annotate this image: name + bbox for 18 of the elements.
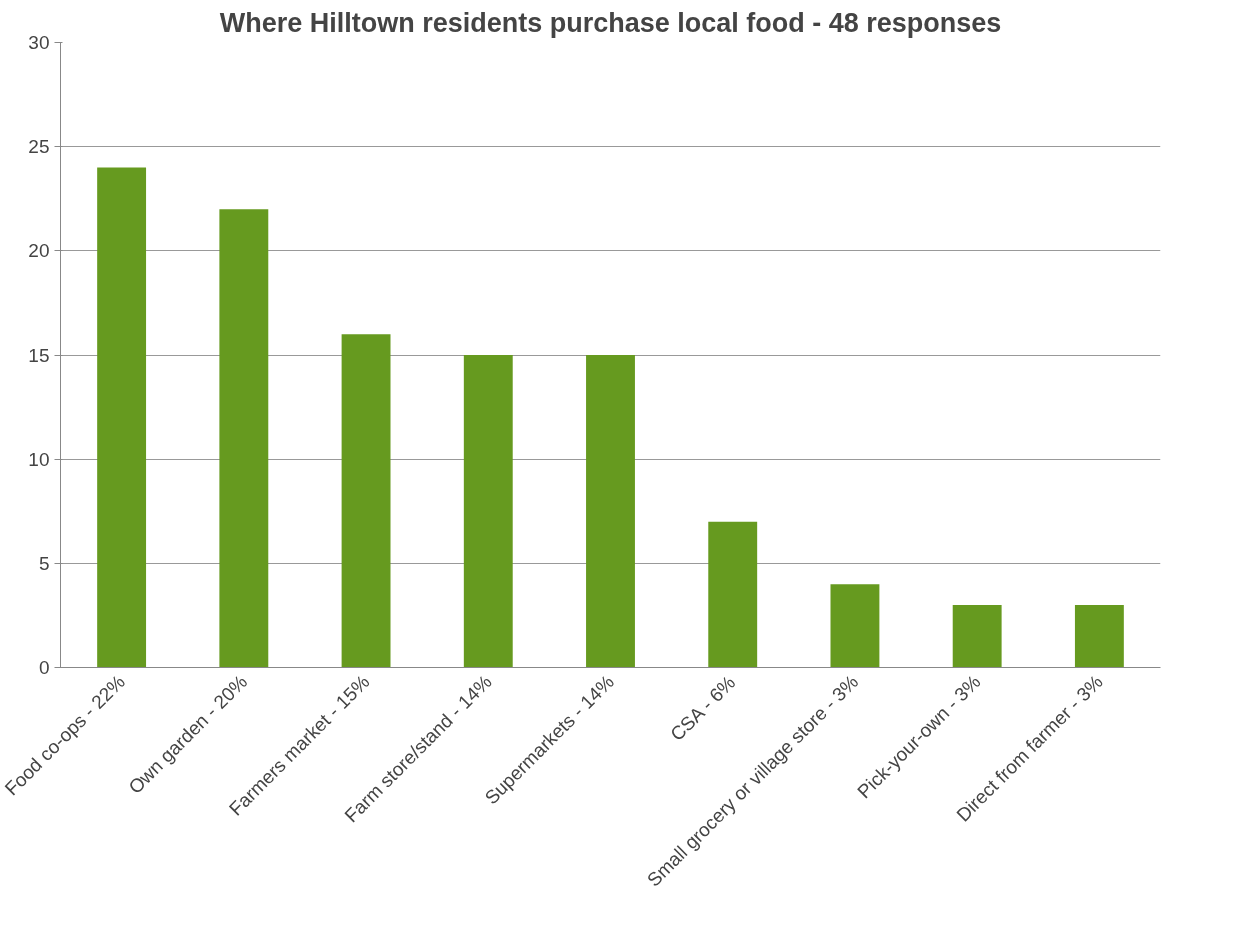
- y-tick-label: 20: [28, 240, 50, 262]
- bar: [952, 605, 1002, 668]
- x-tick-label: CSA - 6%: [666, 671, 740, 745]
- bar: [1074, 605, 1124, 668]
- bar: [219, 209, 269, 668]
- y-tick-label: 25: [28, 136, 50, 158]
- y-tick-label: 0: [38, 657, 50, 678]
- bar: [586, 355, 635, 668]
- bar: [708, 521, 758, 668]
- chart-title: Where Hilltown residents purchase local food - 48 responses: [219, 7, 1002, 38]
- bar: [341, 334, 391, 668]
- y-tick-label: 15: [28, 344, 50, 366]
- y-tick-label: 30: [28, 32, 50, 53]
- bar: [830, 584, 880, 668]
- bar: [463, 355, 513, 668]
- bar: [97, 167, 147, 668]
- y-tick-label: 5: [38, 552, 50, 574]
- y-tick-label: 10: [28, 448, 50, 470]
